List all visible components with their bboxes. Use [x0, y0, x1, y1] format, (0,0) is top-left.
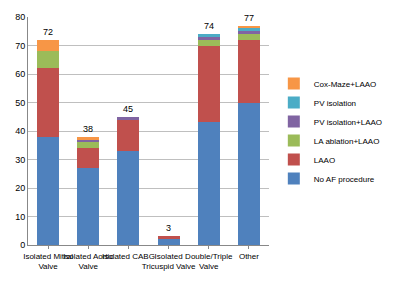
- svg-text:Other: Other: [239, 252, 259, 261]
- svg-text:Double/TripleValve: Double/TripleValve: [185, 252, 233, 271]
- svg-text:74: 74: [204, 21, 214, 31]
- svg-text:Isolated CABG: Isolated CABG: [102, 252, 155, 261]
- svg-text:50: 50: [15, 98, 25, 108]
- svg-text:10: 10: [15, 212, 25, 222]
- svg-text:60: 60: [15, 69, 25, 79]
- svg-text:LAAO: LAAO: [314, 156, 335, 165]
- svg-text:72: 72: [43, 27, 53, 37]
- svg-text:70: 70: [15, 41, 25, 51]
- svg-text:Isolated MitralValve: Isolated MitralValve: [23, 252, 73, 271]
- svg-text:PV isolation+LAAO: PV isolation+LAAO: [314, 118, 382, 127]
- svg-text:IsolatedTricuspid Valve: IsolatedTricuspid Valve: [142, 252, 196, 271]
- svg-text:45: 45: [123, 104, 133, 114]
- svg-text:Isolated AorticValve: Isolated AorticValve: [63, 252, 113, 271]
- svg-text:30: 30: [15, 155, 25, 165]
- svg-text:No AF procedure: No AF procedure: [314, 175, 375, 184]
- svg-text:0: 0: [20, 240, 25, 250]
- svg-text:38: 38: [83, 124, 93, 134]
- svg-text:Cox-Maze+LAAO: Cox-Maze+LAAO: [314, 80, 376, 89]
- svg-text:80: 80: [15, 12, 25, 22]
- svg-text:20: 20: [15, 183, 25, 193]
- svg-text:3: 3: [166, 223, 171, 233]
- svg-text:40: 40: [15, 126, 25, 136]
- svg-text:77: 77: [244, 13, 254, 23]
- svg-text:PV isolation: PV isolation: [314, 99, 356, 108]
- svg-text:LA ablation+LAAO: LA ablation+LAAO: [314, 137, 380, 146]
